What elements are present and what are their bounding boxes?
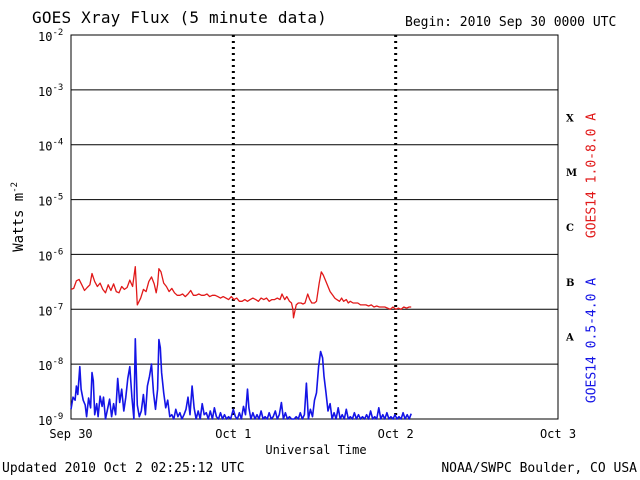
flare-class-label: A <box>565 333 574 344</box>
flare-class-label: X <box>566 113 574 124</box>
y-tick-label: 10-2 <box>38 28 63 44</box>
y-axis-label: Watts m-2 <box>8 181 27 252</box>
x-tick-label: Oct 3 <box>540 427 576 441</box>
flare-class-label: M <box>566 168 577 179</box>
series-line-short-channel <box>70 337 412 420</box>
plot-frame <box>70 34 559 420</box>
y-tick-label: 10-5 <box>38 193 63 209</box>
chart-title: GOES Xray Flux (5 minute data) <box>32 8 327 27</box>
x-tick-label: Sep 30 <box>49 427 92 441</box>
credit-label: NOAA/SWPC Boulder, CO USA <box>441 461 637 476</box>
y-tick-label: 10-4 <box>38 138 63 154</box>
series-line-long-channel <box>70 265 412 319</box>
begin-time-label: Begin: 2010 Sep 30 0000 UTC <box>405 15 617 30</box>
x-axis-label: Universal Time <box>265 443 366 457</box>
updated-timestamp: Updated 2010 Oct 2 02:25:12 UTC <box>2 461 245 476</box>
y-tick-label: 10-9 <box>38 412 63 428</box>
y-axis-label-superscript: -2 <box>10 181 21 193</box>
y-axis-label-text: Watts m <box>10 192 27 252</box>
legend-long-channel: GOES14 1.0-8.0 A <box>584 112 600 239</box>
y-tick-label: 10-7 <box>38 302 63 318</box>
flare-class-label: B <box>566 278 574 289</box>
y-tick-label: 10-6 <box>38 247 63 263</box>
legend-short-channel: GOES14 0.5-4.0 A <box>584 277 600 404</box>
x-tick-label: Oct 1 <box>215 427 251 441</box>
flare-class-label: C <box>566 223 574 234</box>
y-tick-label: 10-3 <box>38 83 63 99</box>
x-tick-label: Oct 2 <box>378 427 414 441</box>
y-tick-label: 10-8 <box>38 357 63 373</box>
